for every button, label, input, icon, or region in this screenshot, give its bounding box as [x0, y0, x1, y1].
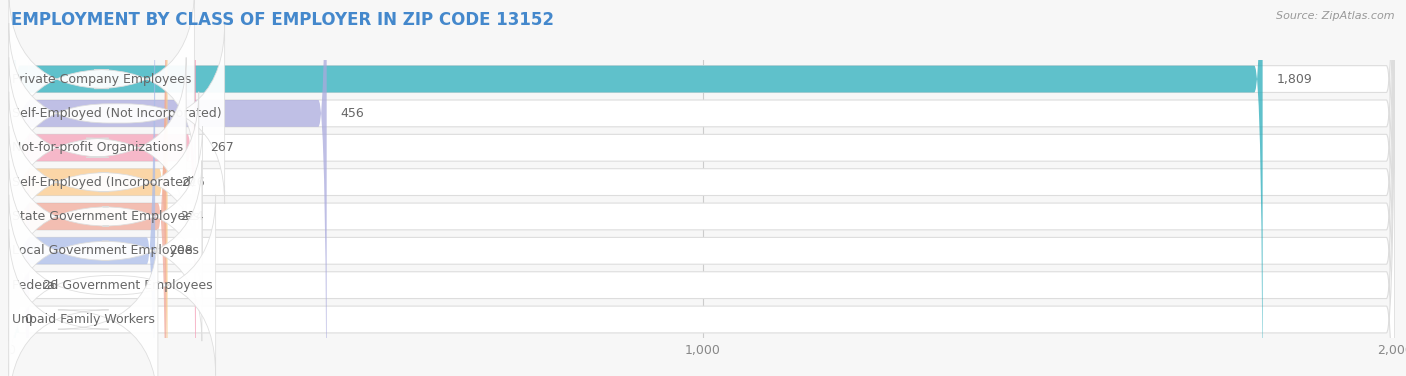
FancyBboxPatch shape	[11, 0, 155, 376]
Text: Unpaid Family Workers: Unpaid Family Workers	[11, 313, 155, 326]
FancyBboxPatch shape	[11, 0, 1395, 376]
Text: 208: 208	[169, 244, 193, 257]
FancyBboxPatch shape	[11, 0, 1395, 376]
Text: 1,809: 1,809	[1277, 73, 1312, 86]
Text: Not-for-profit Organizations: Not-for-profit Organizations	[11, 141, 183, 154]
FancyBboxPatch shape	[11, 0, 1395, 376]
FancyBboxPatch shape	[11, 0, 195, 376]
Text: Source: ZipAtlas.com: Source: ZipAtlas.com	[1277, 11, 1395, 21]
FancyBboxPatch shape	[11, 0, 166, 376]
Text: 26: 26	[42, 279, 58, 292]
FancyBboxPatch shape	[11, 0, 30, 376]
FancyBboxPatch shape	[11, 0, 1263, 376]
Text: Private Company Employees: Private Company Employees	[11, 73, 191, 86]
Text: 456: 456	[340, 107, 364, 120]
FancyBboxPatch shape	[11, 0, 1395, 376]
FancyBboxPatch shape	[11, 0, 1395, 376]
Text: Federal Government Employees: Federal Government Employees	[11, 279, 212, 292]
Text: EMPLOYMENT BY CLASS OF EMPLOYER IN ZIP CODE 13152: EMPLOYMENT BY CLASS OF EMPLOYER IN ZIP C…	[11, 11, 554, 29]
FancyBboxPatch shape	[11, 0, 326, 376]
Text: Local Government Employees: Local Government Employees	[11, 244, 198, 257]
FancyBboxPatch shape	[11, 0, 1395, 376]
Text: 226: 226	[181, 176, 205, 189]
FancyBboxPatch shape	[4, 0, 20, 376]
Text: 224: 224	[180, 210, 204, 223]
FancyBboxPatch shape	[11, 0, 1395, 376]
Text: 267: 267	[209, 141, 233, 154]
FancyBboxPatch shape	[11, 0, 167, 376]
Text: Self-Employed (Incorporated): Self-Employed (Incorporated)	[11, 176, 195, 189]
Text: 0: 0	[24, 313, 32, 326]
FancyBboxPatch shape	[11, 0, 1395, 376]
Text: State Government Employees: State Government Employees	[11, 210, 200, 223]
Text: Self-Employed (Not Incorporated): Self-Employed (Not Incorporated)	[11, 107, 222, 120]
